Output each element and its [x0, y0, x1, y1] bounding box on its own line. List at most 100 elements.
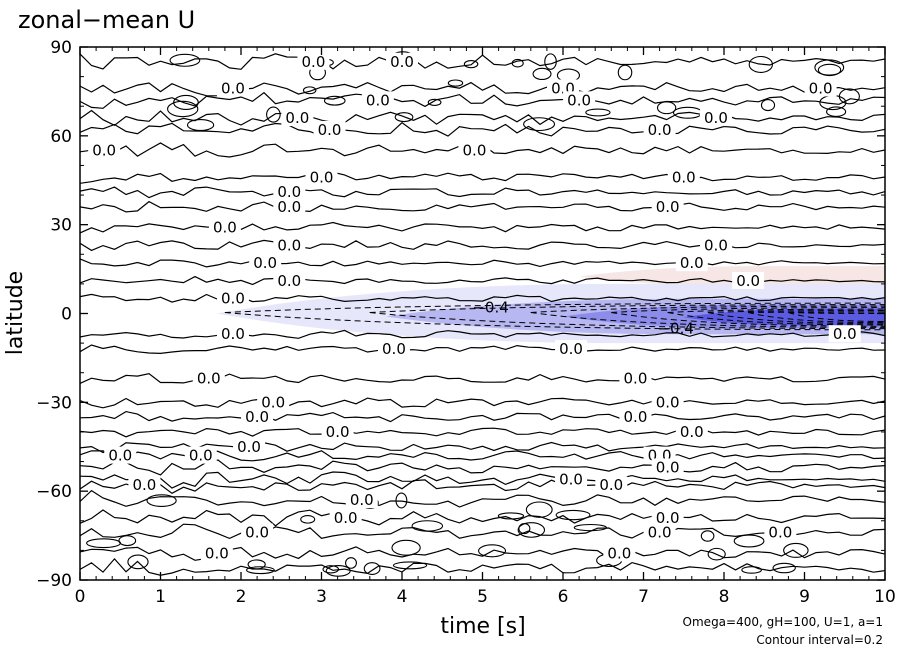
small-contour [266, 106, 281, 123]
dashed-contour [224, 312, 886, 331]
contour-line [79, 427, 886, 438]
contour-label-bg [273, 271, 306, 289]
dashed-contours [224, 302, 886, 331]
x-tick-label: 4 [397, 587, 408, 607]
small-contour [525, 501, 553, 518]
contour-line [79, 509, 886, 527]
small-contour [532, 67, 552, 81]
small-contour [394, 112, 414, 123]
contour-label-bg [200, 544, 233, 562]
y-tick-label: 90 [50, 38, 72, 58]
dashed-contour [611, 307, 886, 313]
y-tick-label: −30 [36, 393, 72, 413]
contour-line [79, 557, 886, 576]
contour-label-bg [651, 197, 684, 215]
filled-region-positive [579, 266, 885, 287]
x-axis: 0 1 2 3 4 5 6 7 8 9 10 [75, 47, 896, 607]
contour-label: 0.0 [656, 198, 680, 216]
contour-label: 0.0 [809, 79, 833, 97]
dashed-contour [530, 312, 886, 328]
contour-label: 0.0 [656, 393, 680, 411]
small-contour [127, 554, 149, 570]
contour-label-bg [313, 120, 346, 138]
contour-line [79, 410, 886, 423]
dashed-contour [611, 312, 886, 327]
contour-label: 0.0 [656, 509, 680, 527]
contour-label: 0.0 [656, 458, 680, 476]
contour-label-bg [555, 340, 588, 358]
contour-label-bg [675, 254, 708, 272]
small-contour [427, 98, 442, 107]
contour-label-bg [249, 254, 282, 272]
small-contour [555, 509, 591, 521]
small-contour [585, 108, 611, 117]
y-tick-label: 0 [61, 305, 72, 325]
contour-label: 0.0 [318, 121, 342, 139]
contour-label: 0.0 [334, 509, 358, 527]
contour-label: 0.0 [189, 447, 213, 465]
contour-label-bg [192, 369, 225, 387]
small-contour [323, 95, 346, 106]
contour-label: 0.0 [213, 219, 237, 237]
dashed-contour [224, 302, 886, 313]
small-contour [391, 539, 421, 556]
contour-label-bg [273, 183, 306, 201]
contour-label: 0.0 [680, 423, 704, 441]
small-contour [345, 557, 357, 569]
contour-line [79, 221, 886, 234]
x-axis-label: time [s] [440, 614, 525, 639]
small-contour [478, 544, 507, 558]
contour-label: 0.0 [599, 476, 623, 494]
contour-label: 0.0 [704, 236, 728, 254]
contour-label-bg [184, 446, 217, 464]
contour-label: 0.0 [648, 524, 672, 542]
contour-label: 0.0 [197, 370, 221, 388]
small-contour [517, 522, 546, 538]
small-contour [838, 88, 860, 105]
small-contour [146, 494, 177, 507]
contour-label-bg [764, 523, 797, 541]
contour-line [79, 441, 886, 454]
small-contour [733, 534, 765, 548]
contour-label: 0.0 [624, 408, 648, 426]
contour-label: 0.0 [672, 168, 696, 186]
contour-labels: 0.0 0.00.0 0.0 0.00.0 0.00.0 0.00.0 0.00.0 0.00… [88, 52, 861, 562]
chart-title: zonal−mean U [18, 6, 195, 34]
contour-line [79, 81, 886, 97]
contour-label-bg [361, 91, 394, 109]
small-contour [167, 100, 199, 118]
contour-label-bg [345, 491, 378, 509]
negative-contour-label: −0.4 [472, 299, 508, 317]
contour-label: 0.0 [261, 393, 285, 411]
small-contour [741, 566, 762, 574]
contour-label: 0.0 [559, 470, 583, 488]
contour-label-bg [619, 408, 652, 426]
contour-label: 0.0 [680, 254, 704, 272]
x-tick-label: 10 [874, 587, 896, 607]
contour-line [79, 489, 886, 508]
contour-line [79, 293, 886, 303]
contour-label: 0.0 [108, 447, 132, 465]
small-contour [186, 119, 215, 131]
contour-line [79, 53, 886, 70]
x-tick-label: 8 [719, 587, 730, 607]
small-contour [325, 565, 351, 577]
contour-label: 0.0 [205, 544, 229, 562]
contour-label: 0.0 [559, 340, 583, 358]
contour-line [79, 258, 886, 268]
small-contour [497, 512, 525, 520]
contour-label: 0.0 [285, 109, 309, 127]
contour-interval-annotation: Contour interval=0.2 [756, 633, 883, 647]
small-contour [392, 561, 428, 570]
y-tick-label: 60 [50, 127, 72, 147]
small-contour [300, 515, 316, 524]
contour-label-bg [804, 79, 837, 97]
contour-label: 0.0 [736, 272, 760, 290]
contour-label: 0.0 [326, 423, 350, 441]
contour-label: 0.0 [624, 370, 648, 388]
contour-label: 0.0 [382, 340, 406, 358]
x-tick-label: 2 [236, 587, 247, 607]
small-contour [760, 98, 776, 112]
contour-label-bg [273, 197, 306, 215]
small-contour [245, 566, 275, 575]
